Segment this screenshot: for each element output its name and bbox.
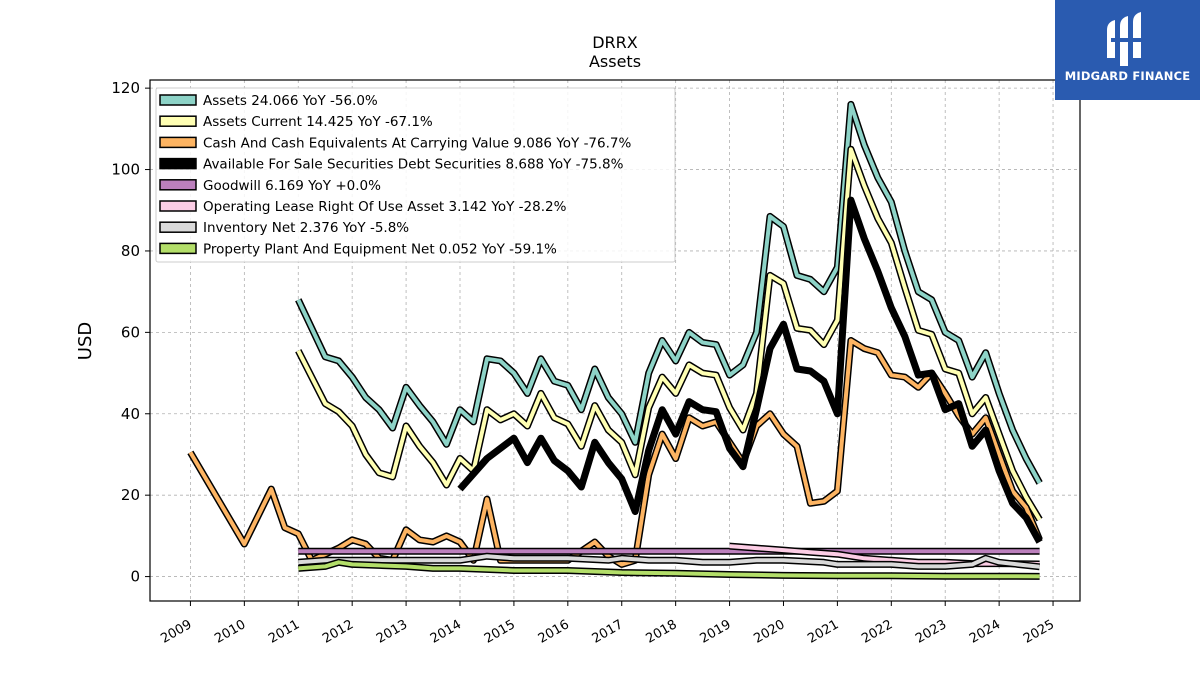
y-tick-label: 80	[121, 242, 140, 260]
series-1	[295, 100, 1043, 485]
chart-title: DRRX	[592, 33, 638, 52]
legend-label: Cash And Cash Equivalents At Carrying Va…	[203, 135, 631, 151]
series-line	[296, 102, 1042, 484]
series-3	[187, 337, 1043, 568]
x-tick-label: 2016	[536, 617, 572, 647]
grid	[150, 80, 1080, 601]
legend-item: Assets 24.066 YoY -56.0%	[159, 93, 378, 109]
y-tick-label: 120	[111, 79, 140, 97]
legend-swatch	[159, 221, 197, 233]
x-tick-label: 2020	[751, 617, 787, 647]
y-tick-label: 20	[121, 486, 140, 504]
legend-swatch	[159, 115, 197, 127]
x-tick-label: 2021	[805, 617, 841, 647]
x-tick-label: 2015	[482, 617, 518, 647]
x-tick-label: 2024	[967, 617, 1003, 647]
series-7	[298, 552, 1040, 571]
y-axis-ticks: 0 20 40 60 80 100 120	[111, 79, 150, 586]
x-tick-label: 2014	[428, 617, 464, 647]
legend: Assets 24.066 YoY -56.0% Assets Current 1…	[155, 87, 676, 263]
x-axis-ticks: 2009 2010 2011 2012 2013 2014 2015 2016 2017 2018…	[158, 601, 1057, 647]
x-tick-label: 2011	[266, 617, 302, 647]
x-tick-label: 2019	[697, 617, 733, 647]
series-line	[298, 554, 1040, 569]
x-tick-label: 2023	[913, 617, 949, 647]
legend-label: Assets Current 14.425 YoY -67.1%	[203, 114, 433, 130]
series-line-outline	[187, 337, 1043, 568]
legend-item: Available For Sale Securities Debt Secur…	[159, 157, 624, 173]
legend-item: Cash And Cash Equivalents At Carrying Va…	[159, 135, 631, 151]
legend-label: Goodwill 6.169 YoY +0.0%	[203, 178, 381, 194]
logo-text: MIDGARD FINANCE	[1064, 69, 1191, 83]
series-line	[296, 147, 1042, 521]
plot-area-frame	[149, 79, 1081, 602]
x-tick-label: 2017	[590, 617, 626, 647]
legend-swatch	[159, 179, 197, 191]
series-4	[457, 196, 1043, 544]
series-line	[188, 338, 1042, 567]
legend-swatch	[159, 200, 197, 212]
midgard-finance-logo: MIDGARD FINANCE	[1055, 0, 1200, 100]
legend-item: Goodwill 6.169 YoY +0.0%	[159, 178, 381, 194]
series-line	[298, 560, 1040, 579]
x-tick-label: 2025	[1021, 617, 1057, 647]
chart-subtitle: Assets	[589, 52, 641, 71]
legend-swatch	[159, 94, 197, 106]
series-8	[298, 558, 1040, 580]
legend-box	[155, 87, 676, 263]
y-tick-label: 40	[121, 405, 140, 423]
legend-item: Property Plant And Equipment Net 0.052 Y…	[159, 241, 557, 257]
x-tick-label: 2022	[859, 617, 895, 647]
legend-item: Operating Lease Right Of Use Asset 3.142…	[159, 199, 567, 215]
legend-label: Assets 24.066 YoY -56.0%	[203, 93, 378, 109]
x-tick-label: 2013	[374, 617, 410, 647]
series-lines	[187, 100, 1043, 580]
midgard-logo-icon	[1107, 12, 1145, 66]
legend-label: Operating Lease Right Of Use Asset 3.142…	[203, 199, 567, 215]
legend-label: Available For Sale Securities Debt Secur…	[203, 157, 624, 173]
x-tick-label: 2010	[212, 617, 248, 647]
series-2	[295, 145, 1043, 522]
legend-swatch	[159, 157, 197, 170]
y-tick-label: 0	[130, 568, 140, 586]
x-tick-label: 2012	[320, 617, 356, 647]
legend-label: Property Plant And Equipment Net 0.052 Y…	[203, 241, 557, 257]
legend-swatch	[159, 136, 197, 149]
y-tick-label: 60	[121, 323, 140, 341]
series-line	[457, 196, 1043, 544]
legend-item: Assets Current 14.425 YoY -67.1%	[159, 114, 433, 130]
legend-swatch	[159, 242, 197, 255]
legend-item: Inventory Net 2.376 YoY -5.8%	[159, 220, 409, 236]
x-tick-label: 2018	[644, 617, 680, 647]
y-axis-label: USD	[75, 322, 96, 360]
x-tick-label: 2009	[158, 617, 194, 647]
y-tick-label: 100	[111, 161, 140, 179]
legend-label: Inventory Net 2.376 YoY -5.8%	[203, 220, 409, 236]
